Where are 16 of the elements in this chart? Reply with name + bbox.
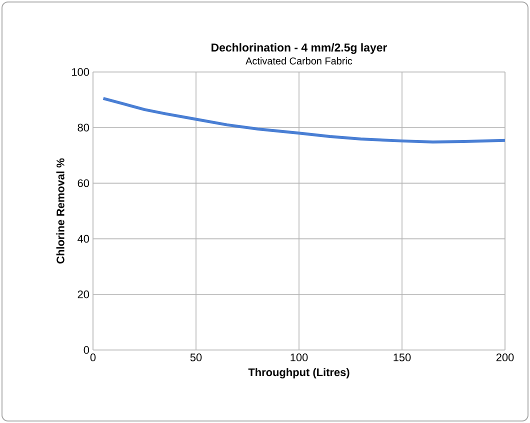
y-tick-label: 60 <box>78 179 90 188</box>
y-tick-label: 40 <box>78 234 90 243</box>
y-axis-title: Chlorine Removal % <box>56 158 64 264</box>
x-tick-label: 50 <box>190 354 202 362</box>
x-tick-label: 150 <box>394 354 411 362</box>
x-tick-label: 100 <box>290 354 308 362</box>
x-tick-label: 200 <box>496 354 514 362</box>
y-tick-label: 100 <box>72 68 90 76</box>
chart-title: Dechlorination - 4 mm/2.5g layer <box>212 43 387 54</box>
y-tick-label: 0 <box>84 346 90 354</box>
chart-subtitle: Activated Carbon Fabric <box>246 57 352 64</box>
line-series <box>102 96 506 144</box>
y-tick-label: 20 <box>78 290 90 298</box>
x-tick-label: 0 <box>90 354 96 362</box>
x-axis-title: Throughput (Litres) <box>248 368 350 378</box>
y-tick-label: 80 <box>78 124 90 132</box>
